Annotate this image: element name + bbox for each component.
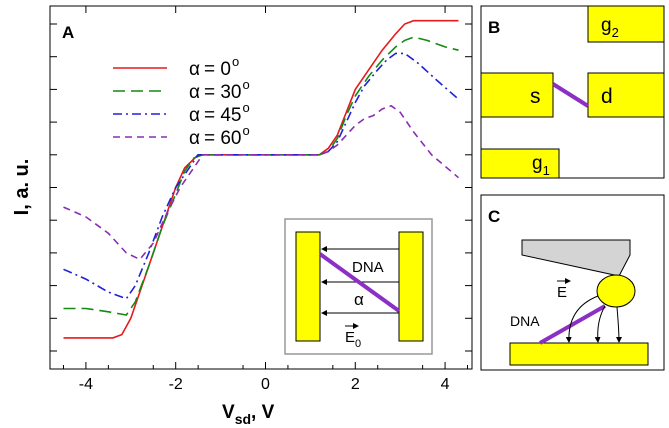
panel-b-dna-strand [551, 82, 590, 108]
x-tick-label: 4 [441, 376, 450, 393]
x-axis-label-sub: sd [235, 411, 251, 427]
y-axis-ticks [50, 23, 472, 352]
panel-c-field-label: E [557, 284, 567, 301]
inset-field-label: E0 [345, 329, 361, 350]
gate-1-electrode [480, 148, 560, 179]
panel-b: B g2 s d g1 [480, 5, 665, 179]
substrate-electrode [509, 342, 649, 366]
x-tick-label: -2 [169, 376, 183, 393]
source-label: s [530, 85, 541, 108]
series-line-3 [63, 104, 460, 261]
gate-1-sub: 1 [543, 163, 550, 178]
legend-degree: o [243, 100, 250, 115]
legend-angle: = 30 [204, 82, 242, 103]
legend-alpha: α [189, 128, 200, 149]
legend-entry-3: α = 60o [189, 123, 250, 149]
panel-c-dna-strand [539, 304, 606, 345]
inset-field-main: E [345, 329, 355, 346]
field-line-middle [594, 305, 606, 343]
series-line-2 [63, 52, 460, 300]
panel-c-frame [480, 194, 665, 371]
gate-2-sub: 2 [612, 25, 619, 40]
legend-degree: o [243, 123, 250, 138]
x-axis-label-main: V [222, 402, 235, 423]
legend-degree: o [243, 77, 250, 92]
afm-tip [521, 239, 631, 277]
inset-alpha-label: α [354, 290, 364, 309]
legend-entry-0: α = 0o [189, 54, 239, 80]
panel-c-label: C [488, 207, 500, 226]
x-tick-label: -4 [79, 376, 93, 393]
panel-b-label: B [488, 18, 500, 37]
inset-dna-label: DNA [352, 259, 384, 276]
gate-1-main: g [532, 153, 543, 174]
legend-entry-2: α = 45o [189, 100, 250, 126]
field-line-left [565, 295, 599, 343]
inset-field-sub: 0 [355, 338, 361, 350]
x-tick-label: 0 [261, 376, 270, 393]
legend-angle: = 45 [204, 105, 242, 126]
panel-c: C E DNA [480, 194, 665, 371]
gate-2-main: g [601, 15, 612, 36]
legend-alpha: α [189, 59, 200, 80]
x-axis-ticks: -4 -2 0 2 4 [62, 6, 469, 393]
series-layer [63, 19, 460, 339]
source-electrode [480, 72, 554, 118]
x-axis-label: Vsd, V [222, 402, 275, 427]
gate-2-label: g2 [601, 15, 619, 40]
y-axis-label: I, a. u. [11, 159, 33, 216]
inset-dna-strand [318, 252, 401, 313]
x-tick-label: 2 [351, 376, 360, 393]
inset-left-electrode [295, 231, 321, 342]
tip-apex-ball [596, 274, 636, 308]
legend-angle: = 60 [204, 128, 242, 149]
panel-c-dna-label: DNA [510, 313, 540, 329]
drain-label: d [601, 85, 613, 108]
inset-right-electrode [398, 231, 424, 342]
drain-electrode [587, 72, 665, 118]
panel-a-label: A [62, 23, 74, 42]
gate-1-label: g1 [532, 153, 550, 178]
legend-degree: o [232, 54, 239, 69]
x-axis-label-unit: , V [251, 402, 275, 423]
legend-angle: = 0 [204, 59, 231, 80]
gate-2-electrode [587, 5, 665, 43]
field-line-right [615, 306, 622, 343]
inset-schematic: DNA α E0 [284, 218, 433, 355]
legend-entry-1: α = 30o [189, 77, 250, 103]
legend-alpha: α [189, 82, 200, 103]
legend-alpha: α [189, 105, 200, 126]
